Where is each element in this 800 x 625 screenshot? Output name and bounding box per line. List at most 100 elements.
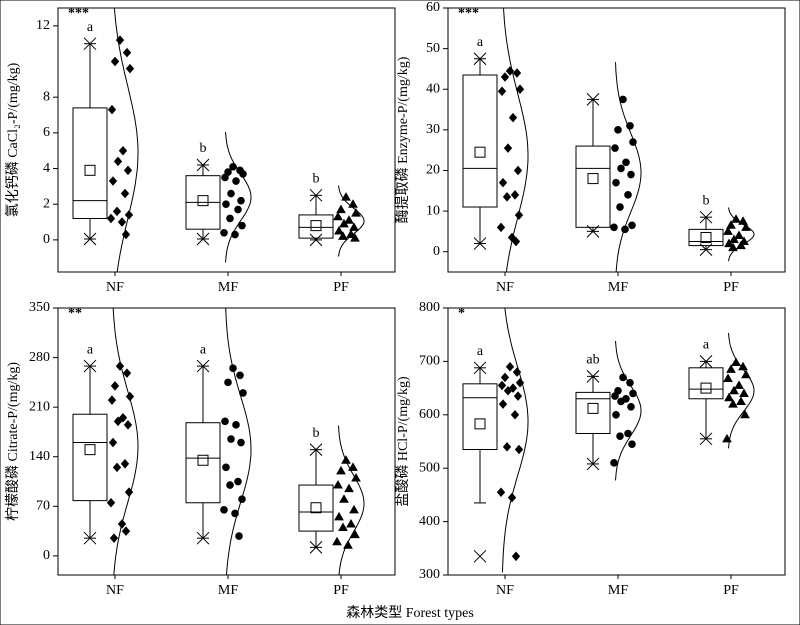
point bbox=[616, 203, 624, 211]
point bbox=[723, 226, 733, 235]
point bbox=[350, 529, 360, 539]
point bbox=[617, 164, 625, 173]
point bbox=[122, 368, 132, 378]
x-tick-label: NF bbox=[106, 583, 124, 598]
mean bbox=[474, 418, 486, 430]
y-tick-label: 12 bbox=[36, 18, 50, 33]
point bbox=[739, 388, 749, 397]
extreme-marker bbox=[309, 443, 323, 456]
point bbox=[118, 413, 128, 423]
y-tick-label: 140 bbox=[29, 449, 50, 464]
point bbox=[728, 399, 738, 408]
point bbox=[117, 217, 127, 227]
point bbox=[726, 364, 736, 373]
box bbox=[462, 74, 498, 208]
y-tick-label: 8 bbox=[43, 89, 50, 104]
point bbox=[107, 104, 117, 115]
point bbox=[624, 191, 632, 199]
point bbox=[344, 483, 354, 493]
point bbox=[108, 176, 118, 186]
point bbox=[237, 196, 245, 205]
extreme-marker bbox=[699, 210, 713, 224]
y-tick-label: 280 bbox=[29, 350, 50, 365]
extreme-marker bbox=[309, 188, 323, 202]
mean bbox=[700, 382, 712, 394]
point bbox=[110, 381, 120, 391]
point bbox=[503, 143, 513, 153]
y-tick-label: 0 bbox=[433, 244, 440, 259]
y-tick-label: 400 bbox=[419, 514, 440, 529]
point bbox=[734, 230, 744, 239]
x-tick-label: NF bbox=[496, 280, 514, 295]
y-tick-label: 40 bbox=[426, 81, 440, 96]
y-tick-label: 350 bbox=[29, 300, 50, 315]
point bbox=[612, 178, 620, 187]
point bbox=[339, 218, 349, 228]
box bbox=[575, 145, 611, 228]
x-axis-label: 森林类型 Forest types bbox=[346, 605, 474, 621]
point bbox=[351, 208, 361, 217]
significance-letter: b bbox=[313, 172, 320, 187]
extreme-marker bbox=[83, 359, 97, 373]
point bbox=[332, 536, 342, 546]
extreme-marker bbox=[83, 531, 97, 545]
density-curve bbox=[615, 62, 642, 273]
box bbox=[298, 214, 334, 239]
point bbox=[510, 190, 520, 200]
point bbox=[222, 463, 230, 472]
point bbox=[627, 170, 635, 179]
point bbox=[511, 236, 521, 247]
point bbox=[511, 551, 521, 562]
y-tick-label: 700 bbox=[419, 354, 440, 369]
point bbox=[237, 438, 245, 447]
point bbox=[113, 416, 123, 427]
point bbox=[502, 192, 512, 202]
point bbox=[333, 211, 343, 221]
point bbox=[628, 440, 636, 448]
point bbox=[498, 399, 508, 409]
point bbox=[122, 47, 132, 58]
point bbox=[622, 158, 630, 167]
point bbox=[334, 225, 344, 235]
mean bbox=[84, 444, 96, 456]
y-tick-label: 800 bbox=[419, 300, 440, 315]
point bbox=[226, 214, 234, 223]
y-tick-label: 70 bbox=[36, 499, 50, 514]
y-tick-label: 10 bbox=[426, 203, 440, 218]
point bbox=[514, 444, 524, 455]
box bbox=[688, 367, 724, 400]
point bbox=[740, 409, 750, 419]
point bbox=[336, 465, 346, 475]
point bbox=[513, 165, 523, 176]
y-tick-label: 0 bbox=[43, 232, 50, 247]
significance-letter: a bbox=[87, 20, 94, 35]
mean bbox=[197, 195, 209, 207]
point bbox=[232, 177, 240, 185]
extreme-marker bbox=[309, 233, 323, 247]
point bbox=[123, 420, 133, 430]
point bbox=[612, 411, 620, 419]
point bbox=[496, 222, 506, 233]
point bbox=[333, 480, 343, 489]
x-tick-label: MF bbox=[608, 583, 628, 598]
extreme-marker bbox=[699, 243, 713, 257]
y-tick-label: 6 bbox=[43, 125, 50, 140]
point bbox=[500, 372, 510, 383]
plot-frame bbox=[447, 307, 786, 576]
density-curve bbox=[338, 185, 365, 257]
density-curve bbox=[728, 207, 755, 262]
significance-annotation: *** bbox=[68, 6, 89, 21]
point bbox=[238, 221, 246, 230]
point bbox=[505, 361, 515, 372]
point bbox=[627, 403, 635, 411]
y-tick-label: 500 bbox=[419, 460, 440, 475]
point bbox=[227, 435, 235, 443]
point bbox=[513, 391, 523, 401]
point bbox=[348, 462, 358, 471]
density-curve bbox=[503, 7, 529, 273]
point bbox=[226, 481, 234, 489]
significance-letter: a bbox=[200, 342, 207, 357]
point bbox=[350, 233, 360, 242]
